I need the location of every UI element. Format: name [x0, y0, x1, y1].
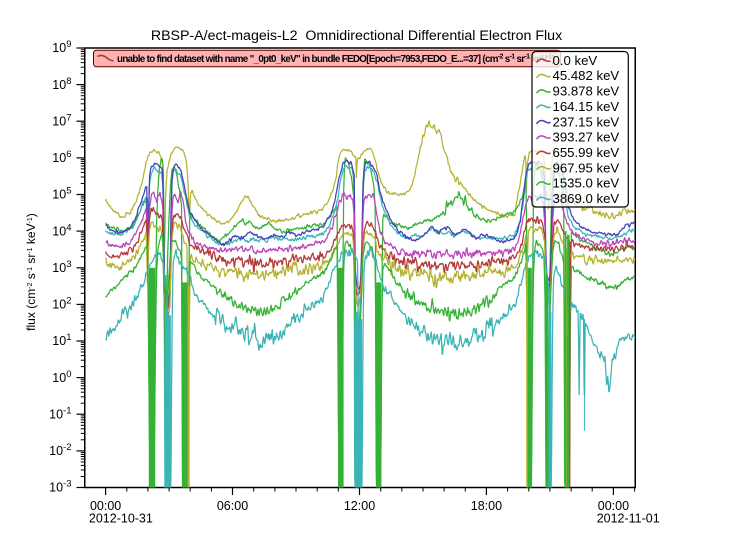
svg-text:unable to find dataset with na: unable to find dataset with name "_0pt0_… [117, 54, 555, 66]
svg-text:3869.0 keV: 3869.0 keV [553, 191, 620, 206]
svg-text:164.15 keV: 164.15 keV [553, 99, 620, 114]
svg-text:flux (cm-2 s-1 sr-1 keV-1): flux (cm-2 s-1 sr-1 keV-1) [24, 213, 38, 331]
svg-text:393.27 keV: 393.27 keV [553, 130, 620, 145]
svg-text:237.15 keV: 237.15 keV [553, 114, 620, 129]
svg-text:967.95 keV: 967.95 keV [553, 160, 620, 175]
svg-text:1535.0 keV: 1535.0 keV [553, 176, 620, 191]
svg-text:00:00: 00:00 [90, 499, 121, 513]
svg-text:0.0 keV: 0.0 keV [553, 53, 598, 68]
svg-text:06:00: 06:00 [217, 499, 248, 513]
svg-text:18:00: 18:00 [471, 499, 502, 513]
svg-text:45.482 keV: 45.482 keV [553, 68, 620, 83]
svg-text:RBSP-A/ect-mageis-L2 Omnidire: RBSP-A/ect-mageis-L2 Omnidirectional Dif… [151, 28, 562, 44]
svg-text:655.99 keV: 655.99 keV [553, 145, 620, 160]
svg-text:2012-11-01: 2012-11-01 [597, 512, 660, 526]
svg-text:00:00: 00:00 [598, 499, 629, 513]
svg-text:93.878 keV: 93.878 keV [553, 84, 620, 99]
svg-text:12:00: 12:00 [344, 499, 375, 513]
svg-text:2012-10-31: 2012-10-31 [89, 512, 153, 526]
